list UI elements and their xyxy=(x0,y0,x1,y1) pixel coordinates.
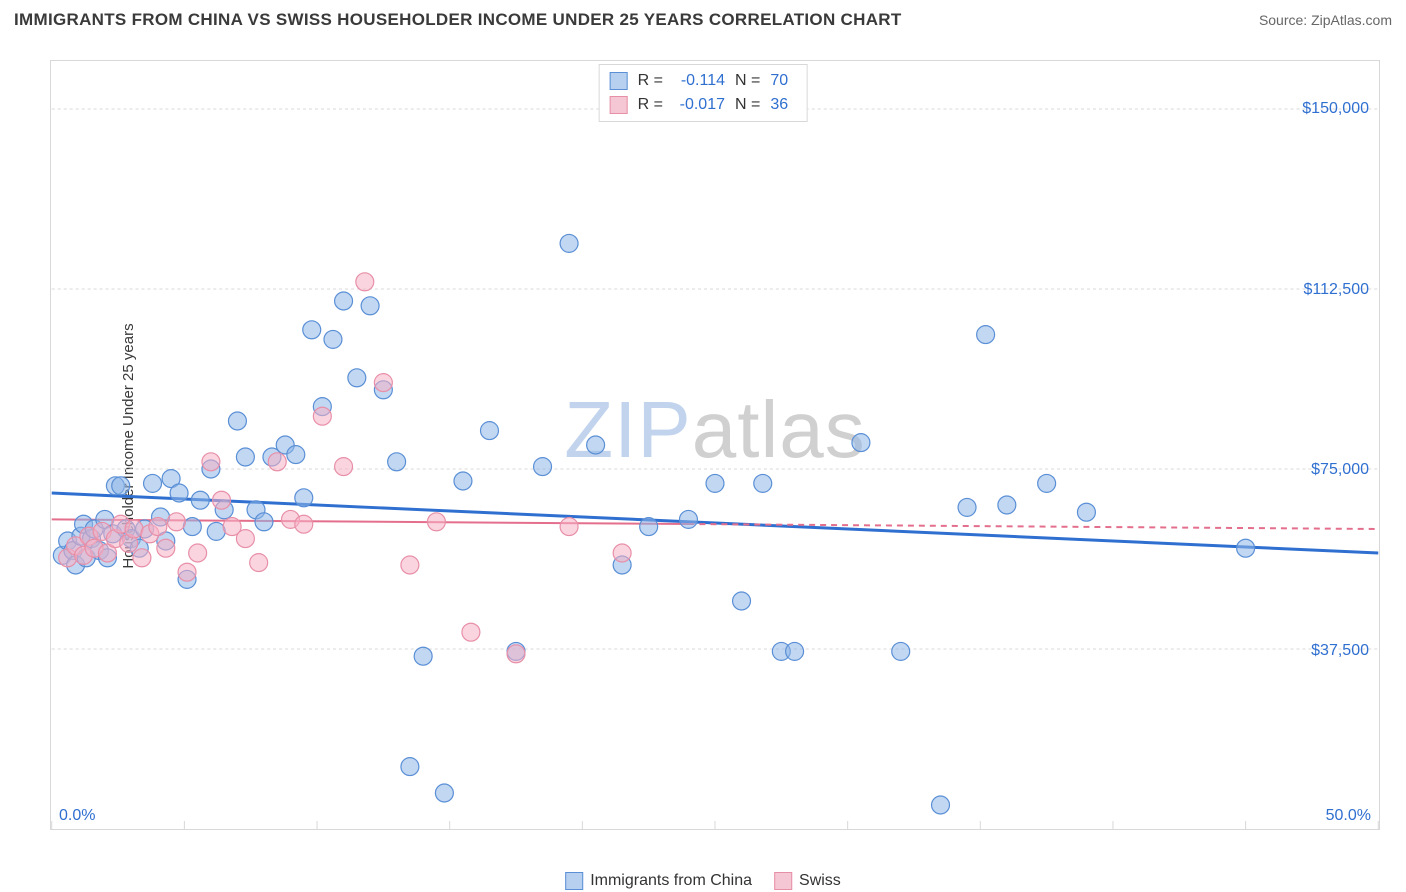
r-value-1: -0.017 xyxy=(673,93,725,117)
stats-swatch-1 xyxy=(610,96,628,114)
legend-swatch-0 xyxy=(565,872,583,890)
r-label-1: R = xyxy=(638,93,663,117)
stats-row-0: R = -0.114 N = 70 xyxy=(610,69,797,93)
chart-header: IMMIGRANTS FROM CHINA VS SWISS HOUSEHOLD… xyxy=(0,0,1406,36)
chart-plot-area: ZIPatlas 0.0% 50.0% $37,500$75,000$112,5… xyxy=(50,60,1380,830)
stats-legend: R = -0.114 N = 70 R = -0.017 N = 36 xyxy=(599,64,808,122)
source-name: ZipAtlas.com xyxy=(1311,12,1392,28)
legend-label-0: Immigrants from China xyxy=(590,872,752,890)
r-label-0: R = xyxy=(638,69,663,93)
y-grid-label: $112,500 xyxy=(1303,281,1369,299)
n-value-0: 70 xyxy=(770,69,796,93)
n-label-0: N = xyxy=(735,69,760,93)
legend-swatch-1 xyxy=(774,872,792,890)
n-value-1: 36 xyxy=(770,93,796,117)
stats-swatch-0 xyxy=(610,72,628,90)
series-legend: Immigrants from China Swiss xyxy=(565,872,841,890)
r-value-0: -0.114 xyxy=(673,69,725,93)
y-grid-label: $37,500 xyxy=(1311,642,1369,660)
legend-label-1: Swiss xyxy=(799,872,841,890)
scatter-plot-svg xyxy=(51,61,1379,829)
y-grid-label: $150,000 xyxy=(1302,100,1369,118)
chart-title: IMMIGRANTS FROM CHINA VS SWISS HOUSEHOLD… xyxy=(14,10,902,30)
source-attribution: Source: ZipAtlas.com xyxy=(1259,12,1392,28)
source-prefix: Source: xyxy=(1259,12,1311,28)
y-grid-label: $75,000 xyxy=(1311,461,1369,479)
legend-item-0: Immigrants from China xyxy=(565,872,752,890)
legend-item-1: Swiss xyxy=(774,872,841,890)
stats-row-1: R = -0.017 N = 36 xyxy=(610,93,797,117)
n-label-1: N = xyxy=(735,93,760,117)
